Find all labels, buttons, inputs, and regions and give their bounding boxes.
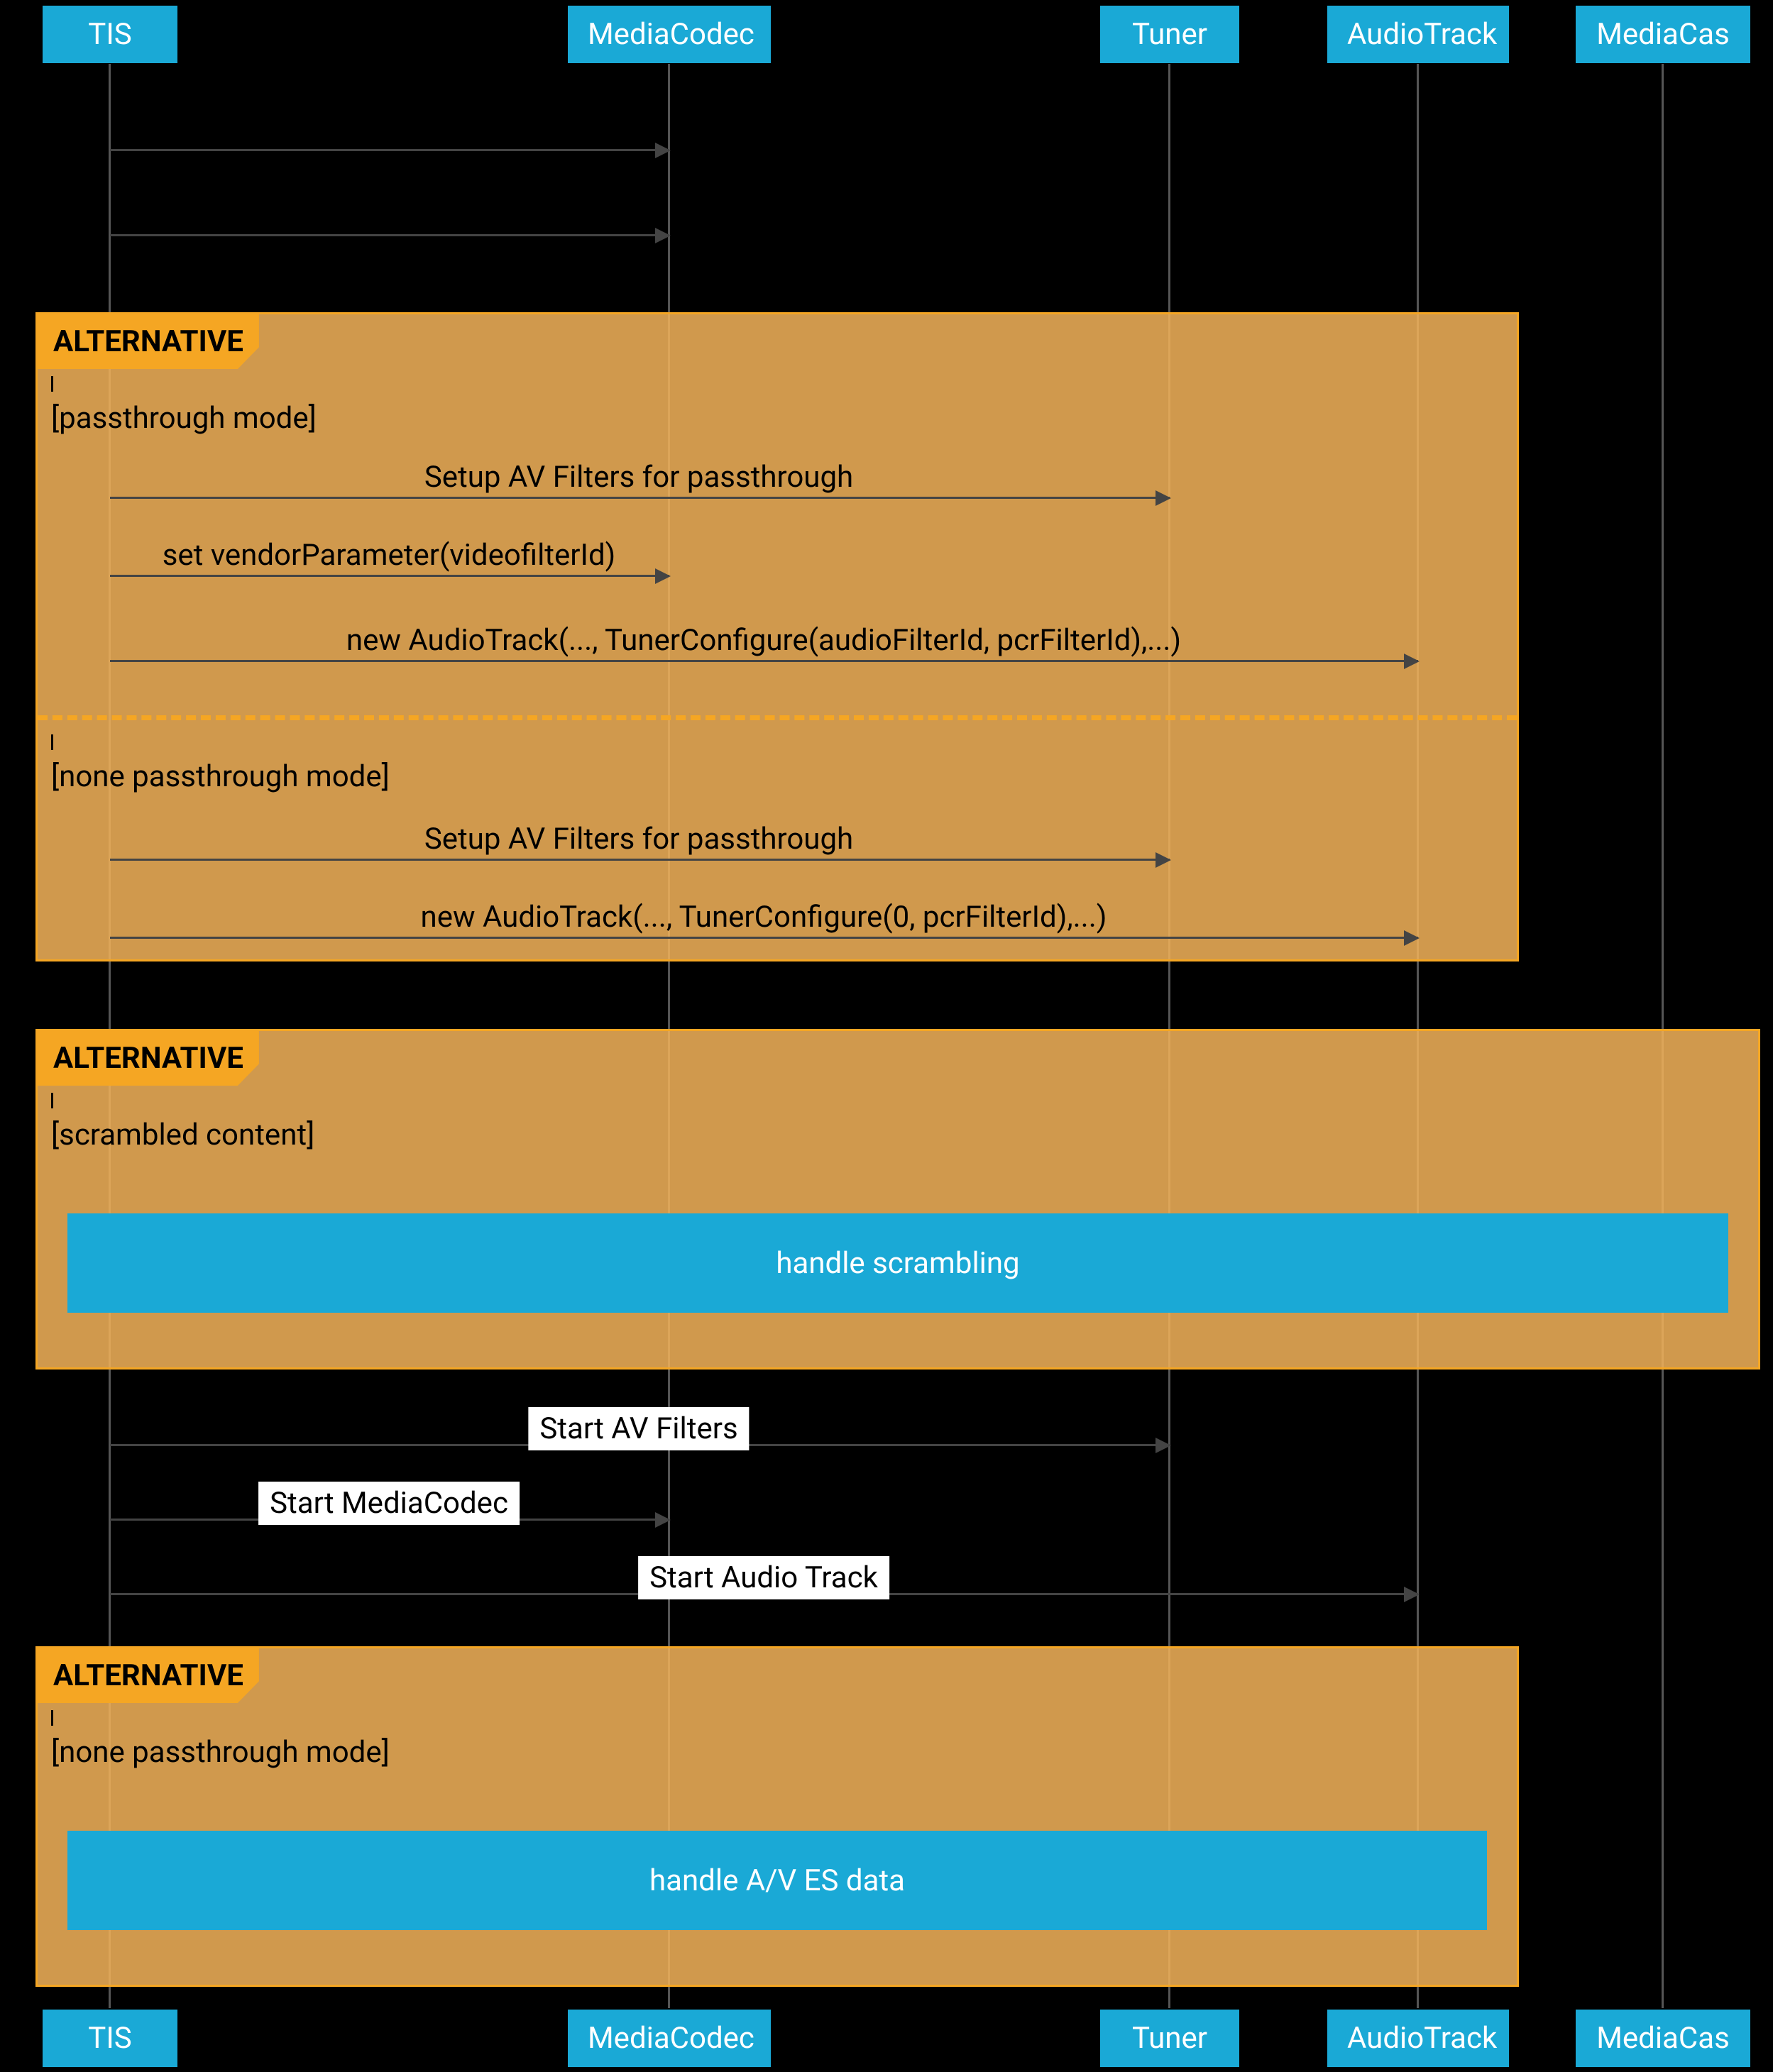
arrow (110, 149, 669, 151)
participant-tis-bottom: TIS (43, 2010, 177, 2067)
msg-setup-av-filters-2: Setup AV Filters for passthrough (424, 822, 853, 856)
arrow (110, 575, 669, 577)
alt-divider (38, 715, 1517, 720)
alt-guard-scrambled: [scrambled content] (51, 1118, 314, 1152)
alt-header: ALTERNATIVE (38, 1648, 259, 1703)
msg-set-vendor-parameter: set vendorParameter(videofilterId) (163, 538, 616, 573)
alt-guard-none-passthrough: [none passthrough mode] (51, 759, 390, 794)
participant-mediacas-bottom: MediaCas (1576, 2010, 1750, 2067)
msg-start-av-filters: Start AV Filters (528, 1407, 749, 1450)
arrow (110, 497, 1170, 499)
msg-new-audiotrack-2: new AudioTrack(..., TunerConfigure(0, pc… (421, 900, 1107, 935)
msg-start-mediacodec: Start MediaCodec (258, 1482, 520, 1525)
participant-mediacodec-top: MediaCodec (568, 6, 771, 63)
participant-tuner-bottom: Tuner (1100, 2010, 1239, 2067)
guard-tick (51, 1710, 53, 1726)
guard-tick (51, 376, 53, 392)
alt-guard-passthrough: [passthrough mode] (51, 401, 317, 436)
arrow (110, 660, 1418, 662)
participant-tis-top: TIS (43, 6, 177, 63)
alt-header: ALTERNATIVE (38, 314, 259, 369)
guard-tick (51, 1093, 53, 1108)
alt-block-none-passthrough-2: ALTERNATIVE (35, 1646, 1519, 1987)
ref-handle-av-es-data: handle A/V ES data (67, 1831, 1487, 1930)
arrow (110, 234, 669, 236)
msg-new-audiotrack-1: new AudioTrack(..., TunerConfigure(audio… (346, 623, 1181, 658)
participant-audiotrack-bottom: AudioTrack (1327, 2010, 1509, 2067)
participant-tuner-top: Tuner (1100, 6, 1239, 63)
msg-start-audio-track: Start Audio Track (638, 1556, 889, 1599)
arrow (110, 859, 1170, 861)
participant-audiotrack-top: AudioTrack (1327, 6, 1509, 63)
alt-block-scrambled: ALTERNATIVE (35, 1029, 1760, 1370)
participant-mediacas-top: MediaCas (1576, 6, 1750, 63)
alt-guard-none-passthrough-2: [none passthrough mode] (51, 1735, 390, 1770)
alt-header: ALTERNATIVE (38, 1031, 259, 1086)
participant-mediacodec-bottom: MediaCodec (568, 2010, 771, 2067)
guard-tick (51, 734, 53, 750)
arrow (110, 937, 1418, 939)
ref-handle-scrambling: handle scrambling (67, 1213, 1728, 1313)
msg-setup-av-filters-1: Setup AV Filters for passthrough (424, 460, 853, 495)
